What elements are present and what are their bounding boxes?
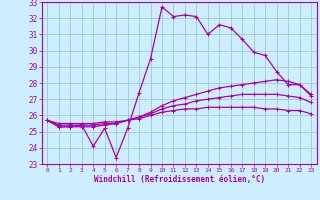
X-axis label: Windchill (Refroidissement éolien,°C): Windchill (Refroidissement éolien,°C) [94,175,265,184]
